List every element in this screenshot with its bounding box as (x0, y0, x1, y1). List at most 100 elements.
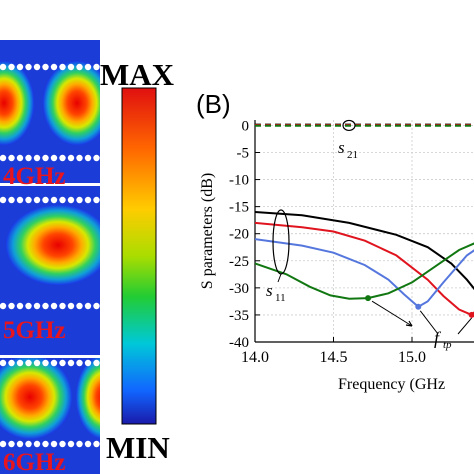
via-hole-dot (84, 440, 92, 448)
via-hole-dot (76, 63, 83, 71)
x-tick-label: 15.0 (398, 349, 426, 366)
panel-label: (B) (196, 89, 231, 119)
via-hole-dot (67, 440, 75, 448)
minimum-marker (365, 295, 372, 302)
via-hole-dot (16, 196, 24, 204)
via-hole-dot (84, 154, 92, 162)
field-hotspot (0, 61, 34, 145)
via-hole-dot (25, 440, 32, 448)
colorbar-max-label: MAX (100, 57, 175, 92)
s11-annotation: s (266, 281, 273, 300)
via-hole-dot (76, 359, 83, 367)
y-axis-label: S parameters (dB) (199, 173, 216, 289)
y-tick-label: -25 (229, 254, 249, 270)
x-tick-label: 14.5 (320, 349, 348, 366)
via-hole-dot (25, 302, 32, 310)
s11-leader-line (277, 273, 282, 283)
frequency-label-2: 5GHz (3, 317, 66, 344)
ftp-arrow-line (419, 310, 439, 335)
via-hole-dot (50, 63, 58, 71)
colorbar-min-label: MIN (106, 430, 170, 465)
ftp-arrow-line (457, 317, 473, 335)
plot-area (255, 123, 474, 318)
s11-series-line (255, 238, 474, 309)
via-hole-dot (50, 196, 58, 204)
field-hotspot (43, 61, 100, 145)
s21-marker-circle (342, 119, 356, 132)
y-tick-label: 0 (242, 118, 250, 134)
via-hole-dot (16, 154, 24, 162)
ftp-annotation-subscript: tp (443, 339, 452, 351)
via-hole-dot (93, 302, 100, 310)
via-hole-dot (8, 359, 15, 367)
s11-series-line (255, 242, 474, 300)
via-hole-dot (67, 359, 75, 367)
via-hole-dot (59, 196, 66, 204)
via-hole-dot (42, 302, 49, 310)
via-hole-dot (76, 302, 83, 310)
via-hole-dot (33, 154, 41, 162)
field-hotspot (0, 355, 72, 439)
via-hole-dot (16, 302, 24, 310)
y-tick-label: -15 (229, 200, 249, 216)
via-hole-dot (84, 359, 92, 367)
via-hole-dot (67, 154, 75, 162)
via-hole-dot (42, 440, 49, 448)
via-hole-dot (67, 63, 75, 71)
s11-series-line (255, 211, 474, 291)
s21-annotation: s (338, 138, 345, 157)
y-tick-label: -30 (229, 281, 249, 297)
via-hole-dot (25, 359, 32, 367)
via-hole-dot (93, 196, 100, 204)
via-hole-dot (76, 154, 83, 162)
field-map-panel (0, 40, 100, 474)
x-axis-label: Frequency (GHz (338, 376, 445, 393)
via-hole-dot (25, 154, 32, 162)
via-hole-dot (33, 302, 41, 310)
via-hole-dot (42, 359, 49, 367)
via-hole-dot (8, 440, 15, 448)
via-hole-dot (25, 63, 32, 71)
via-hole-dot (59, 63, 66, 71)
minimum-marker (415, 303, 422, 310)
via-hole-dot (50, 154, 58, 162)
s11-series-line (255, 221, 474, 317)
via-hole-dot (33, 63, 41, 71)
ftp-arrow-line (371, 300, 413, 327)
via-hole-dot (33, 440, 41, 448)
via-hole-dot (0, 359, 7, 367)
ftp-annotation: f (434, 328, 442, 348)
via-hole-dot (0, 302, 7, 310)
via-hole-dot (84, 196, 92, 204)
via-hole-dot (33, 359, 41, 367)
via-hole-dot (59, 359, 66, 367)
via-hole-dot (16, 63, 24, 71)
via-hole-dot (42, 196, 49, 204)
via-hole-dot (93, 154, 100, 162)
y-tick-label: -35 (229, 308, 249, 324)
field-hotspot (76, 355, 100, 439)
via-hole-dot (67, 196, 75, 204)
via-hole-dot (16, 359, 24, 367)
via-hole-dot (16, 440, 24, 448)
via-hole-dot (33, 196, 41, 204)
via-hole-dot (50, 440, 58, 448)
via-hole-dot (8, 196, 15, 204)
via-hole-dot (0, 154, 7, 162)
via-hole-dot (84, 63, 92, 71)
via-hole-dot (50, 359, 58, 367)
y-tick-label: -10 (229, 173, 249, 189)
via-hole-rows (0, 63, 100, 448)
via-hole-dot (0, 196, 7, 204)
via-hole-dot (84, 302, 92, 310)
via-hole-dot (59, 302, 66, 310)
ftp-arrow-head (405, 320, 413, 327)
s11-annotation-subscript: 11 (275, 292, 286, 304)
minimum-marker (468, 311, 474, 318)
frequency-label-1: 4GHz (3, 163, 66, 190)
via-hole-dot (67, 302, 75, 310)
via-hole-dot (25, 196, 32, 204)
via-hole-dot (0, 440, 7, 448)
